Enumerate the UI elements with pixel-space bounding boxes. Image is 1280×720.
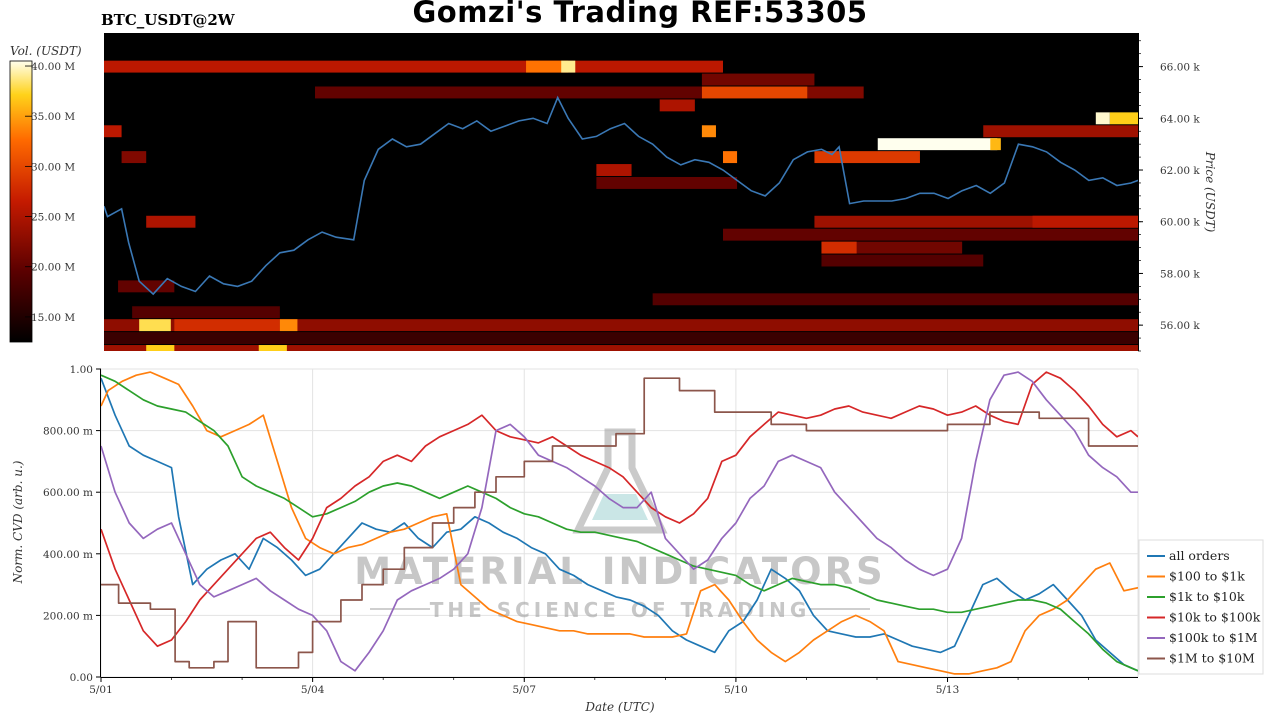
flask-liquid-icon — [592, 494, 648, 520]
price-tick-label: 62.00 k — [1160, 165, 1200, 177]
heatmap-band — [561, 60, 576, 73]
heatmap-band — [526, 60, 569, 73]
heatmap-band — [807, 86, 864, 99]
chart-title: Gomzi's Trading REF:53305 — [412, 0, 868, 29]
legend: all orders $100 to $1k $1k to $10k $10k to … — [1138, 539, 1264, 675]
watermark-line2: THE SCIENCE OF TRADING — [430, 598, 811, 622]
symbol-label: BTC_USDT@2W — [101, 11, 235, 29]
cvd-y-tick-label: 200.00 m — [43, 610, 93, 622]
heatmap-band — [983, 125, 1138, 138]
cvd-y-axis-label: Norm. CVD (arb. u.) — [11, 460, 25, 584]
heatmap-band — [814, 215, 1138, 228]
legend-label: $1M to $10M — [1169, 651, 1255, 666]
colorbar-tick-label: 40.00 M — [31, 61, 75, 73]
cvd-series — [101, 371, 1138, 675]
heatmap-band — [104, 345, 1138, 351]
heatmap-band — [315, 86, 702, 99]
cvd-y-tick-label: 600.00 m — [43, 487, 93, 499]
heatmap-band — [146, 215, 196, 228]
colorbar — [9, 60, 33, 343]
heatmap-band — [701, 125, 716, 138]
series-line — [101, 371, 1138, 648]
colorbar-tick-label: 15.00 M — [31, 312, 75, 324]
colorbar-tick-label: 30.00 M — [31, 161, 75, 173]
price-tick-label: 66.00 k — [1160, 62, 1200, 74]
heatmap-band — [701, 73, 815, 86]
cvd-x-tick-label: 5/04 — [301, 684, 325, 696]
heatmap-band — [104, 319, 1138, 332]
heatmap-band — [722, 228, 1138, 241]
heatmap-band — [121, 151, 147, 164]
watermark: MATERIAL INDICATORS THE SCIENCE OF TRADI… — [354, 428, 885, 622]
colorbar-tick-label: 20.00 M — [31, 262, 75, 274]
series-line — [101, 371, 1138, 675]
heatmap-band — [596, 176, 738, 189]
heatmap-band — [990, 138, 1001, 151]
price-tick-label: 60.00 k — [1160, 217, 1200, 229]
cvd-y-tick-label: 800.00 m — [43, 426, 93, 438]
series-line — [101, 374, 1138, 672]
heatmap-band — [821, 241, 963, 254]
legend-label: $100 to $1k — [1169, 569, 1245, 584]
heatmap-band — [821, 241, 857, 254]
cvd-x-ticks: 5/01 5/04 5/07 5/10 5/13 — [89, 677, 1089, 696]
price-line — [104, 95, 1138, 296]
heatmap-band — [139, 319, 171, 332]
heatmap-band — [104, 125, 122, 138]
heatmap-band — [659, 99, 695, 112]
heatmap-band — [701, 86, 808, 99]
heatmap-band — [1109, 112, 1138, 125]
heatmap-band — [279, 319, 298, 332]
heatmap-band — [104, 60, 723, 73]
cvd-y-ticks: 0.00 200.00 m 400.00 m 600.00 m 800.00 m 1.00 — [43, 364, 101, 684]
heatmap-band — [132, 306, 280, 319]
cvd-x-tick-label: 5/13 — [936, 684, 960, 696]
series-line — [101, 377, 1138, 669]
heatmap-band — [596, 164, 632, 176]
price-tick-label: 64.00 k — [1160, 113, 1200, 125]
legend-label: $10k to $100k — [1169, 610, 1261, 625]
heatmap-bands — [104, 60, 1138, 351]
heatmap-band — [258, 345, 287, 351]
series-line — [101, 377, 1138, 672]
colorbar-label: Vol. (USDT) — [10, 44, 82, 58]
colorbar-tick-label: 25.00 M — [31, 212, 75, 224]
heatmap-band — [1095, 112, 1110, 125]
heatmap-band — [722, 151, 738, 164]
heatmap-band — [652, 293, 1138, 306]
colorbar-ticks: 15.00 M 20.00 M 25.00 M 30.00 M 35.00 M 40.00… — [25, 61, 75, 324]
legend-label: $100k to $1M — [1169, 630, 1258, 645]
heatmap-band — [877, 138, 998, 151]
cvd-y-tick-label: 400.00 m — [43, 549, 93, 561]
heatmap-band — [821, 254, 984, 267]
price-tick-label: 56.00 k — [1160, 320, 1200, 332]
cvd-axes — [100, 369, 1138, 678]
colorbar-tick-label: 35.00 M — [31, 111, 75, 123]
heatmap-band — [174, 319, 280, 332]
price-tick-label: 58.00 k — [1160, 268, 1200, 280]
price-axis-label: Price (USDT) — [1203, 151, 1217, 233]
legend-label: all orders — [1169, 548, 1230, 563]
heatmap-band — [118, 280, 175, 293]
series-line — [101, 371, 1138, 672]
cvd-y-tick-label: 0.00 — [70, 672, 93, 684]
heatmap-band — [146, 345, 175, 351]
cvd-x-axis-label: Date (UTC) — [584, 700, 654, 714]
legend-box — [1138, 539, 1264, 675]
cvd-x-tick-label: 5/01 — [89, 684, 113, 696]
price-axis-ticks: 56.00 k 58.00 k 60.00 k 62.00 k 64.00 k 66.00… — [1138, 40, 1200, 352]
cvd-x-tick-label: 5/07 — [512, 684, 536, 696]
watermark-line1: MATERIAL INDICATORS — [354, 550, 885, 593]
cvd-x-tick-label: 5/10 — [724, 684, 748, 696]
legend-label: $1k to $10k — [1169, 589, 1245, 604]
heatmap-band — [104, 332, 1138, 345]
heatmap-band — [814, 151, 920, 164]
heatmap-band — [1032, 215, 1138, 228]
cvd-y-tick-label: 1.00 — [70, 364, 93, 376]
